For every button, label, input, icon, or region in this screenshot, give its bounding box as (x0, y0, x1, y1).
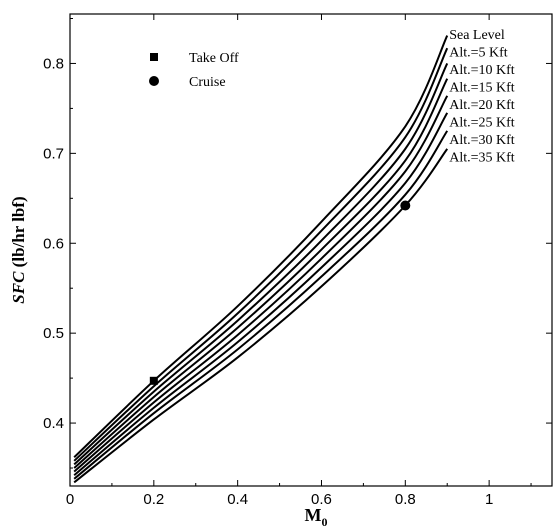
series-line (73, 78, 449, 469)
series-label: Sea Level (449, 28, 505, 43)
x-tick-label: 0.8 (395, 491, 416, 508)
y-tick-label: 0.4 (43, 415, 64, 432)
legend-square-marker (150, 53, 158, 61)
series-label: Alt.=15 Kft (449, 81, 515, 96)
series-line (73, 130, 449, 480)
y-tick-label: 0.6 (43, 235, 64, 252)
x-axis-title: M0 (305, 505, 328, 529)
y-tick-label: 0.5 (43, 325, 64, 342)
sfc-curves (73, 35, 449, 484)
take-off-marker (149, 376, 158, 385)
series-line (73, 63, 449, 466)
series-line (73, 35, 449, 458)
y-axis-ticks: 0.4 0.5 0.6 0.7 0.8 (43, 17, 552, 469)
y-axis-title: SFC (lb/hr lbf) (9, 196, 28, 303)
x-axis-title-main: M (305, 505, 322, 525)
x-tick-label: 0.4 (227, 491, 248, 508)
y-axis-title-units: (lb/hr lbf) (9, 196, 28, 271)
series-label: Alt.=20 Kft (449, 98, 515, 113)
series-label: Alt.=10 Kft (449, 63, 515, 78)
x-axis-title-subscript: 0 (322, 515, 328, 529)
series-label: Alt.=25 Kft (449, 116, 515, 131)
series-label: Alt.=30 Kft (449, 133, 515, 148)
y-axis-title-italic: SFC (9, 271, 28, 304)
data-markers (149, 200, 411, 385)
series-label: Alt.=35 Kft (449, 151, 515, 166)
series-line (73, 47, 449, 462)
x-axis-ticks: 0 0.2 0.4 0.6 0.8 1 (66, 14, 532, 508)
curve-labels: Sea Level Alt.=5 Kft Alt.=10 Kft Alt.=15 Kf… (449, 28, 515, 166)
y-tick-label: 0.7 (43, 145, 64, 162)
x-tick-label: 0.2 (143, 491, 164, 508)
x-tick-label: 1 (485, 491, 493, 508)
series-label: Alt.=5 Kft (449, 46, 508, 61)
x-tick-label: 0.6 (311, 491, 332, 508)
series-line (73, 112, 449, 476)
legend-circle-marker (149, 76, 159, 86)
series-line (73, 95, 449, 473)
legend-label: Take Off (189, 51, 239, 66)
y-tick-label: 0.8 (43, 55, 64, 72)
x-tick-label: 0 (66, 491, 74, 508)
legend-label: Cruise (189, 75, 226, 90)
legend: Take Off Cruise (149, 51, 239, 90)
cruise-marker (400, 200, 411, 211)
